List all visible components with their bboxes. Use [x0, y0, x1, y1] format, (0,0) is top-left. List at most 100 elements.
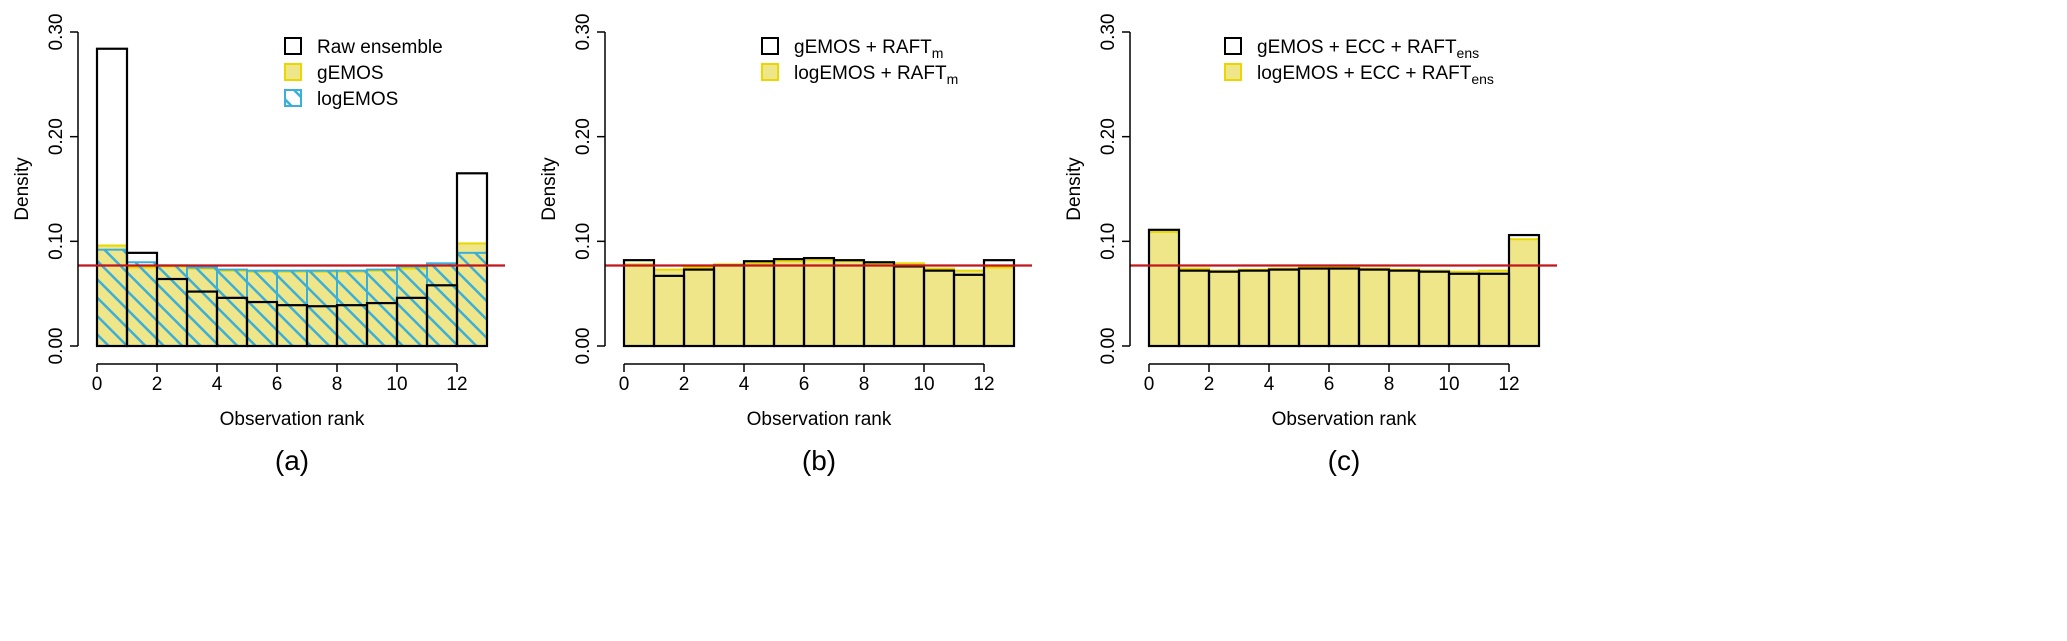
bar — [246, 269, 278, 348]
legend-swatch — [761, 63, 779, 81]
x-tick-label: 6 — [1324, 374, 1335, 395]
x-tick-label: 4 — [1264, 374, 1275, 395]
x-tick-label: 0 — [92, 374, 103, 395]
bar — [1478, 269, 1510, 348]
y-axis-label: Density — [1064, 157, 1085, 221]
x-tick-label: 0 — [619, 374, 630, 395]
bar — [983, 266, 1015, 347]
x-axis-label: Observation rank — [747, 409, 892, 430]
bar — [683, 266, 715, 347]
bar — [126, 261, 158, 347]
bar — [653, 268, 685, 347]
bar — [1298, 266, 1330, 347]
legend-label: gEMOS + RAFTm — [794, 37, 943, 61]
x-tick-label: 12 — [973, 374, 994, 395]
bar — [216, 268, 248, 347]
legend-label-subscript: m — [932, 45, 944, 61]
bar — [923, 267, 955, 347]
bar — [156, 264, 188, 348]
legend-label-text: logEMOS + ECC + RAFT — [1257, 63, 1472, 84]
bar — [455, 172, 489, 348]
y-tick-label: 0.00 — [1098, 328, 1119, 365]
x-tick-label: 2 — [1204, 374, 1215, 395]
x-tick-label: 2 — [679, 374, 690, 395]
bar — [1418, 269, 1450, 348]
bar — [366, 268, 398, 347]
x-tick-label: 8 — [332, 374, 343, 395]
legend-label-text: Raw ensemble — [317, 37, 443, 58]
legend-swatch — [284, 63, 302, 81]
legend-swatch — [284, 89, 302, 107]
x-tick-label: 6 — [799, 374, 810, 395]
x-axis-label: Observation rank — [220, 409, 365, 430]
panel-caption: (c) — [1328, 445, 1361, 476]
legend-swatch — [1224, 63, 1242, 81]
x-tick-label: 2 — [152, 374, 163, 395]
legend-label: logEMOS + RAFTm — [794, 63, 958, 87]
legend-label: logEMOS — [317, 89, 398, 110]
bar — [396, 265, 428, 348]
bar — [456, 251, 488, 347]
y-axis-label: Density — [12, 157, 33, 221]
y-tick-label: 0.00 — [46, 328, 67, 365]
y-tick-label: 0.10 — [573, 223, 594, 260]
legend-label-text: gEMOS + ECC + RAFT — [1257, 37, 1457, 58]
x-tick-label: 4 — [212, 374, 223, 395]
legend-label-text: logEMOS + RAFT — [794, 63, 947, 84]
y-tick-label: 0.30 — [1098, 14, 1119, 51]
legend-label-subscript: ens — [1471, 71, 1494, 87]
series-logemos-raft — [623, 259, 1015, 348]
bar — [276, 269, 308, 348]
x-tick-label: 12 — [1498, 374, 1519, 395]
legend-label-text: gEMOS + RAFT — [794, 37, 932, 58]
y-tick-label: 0.10 — [46, 223, 67, 260]
bar — [1388, 268, 1420, 347]
bar — [1328, 266, 1360, 347]
bar — [863, 262, 895, 347]
series-gemos-ecc-raft — [1147, 228, 1541, 348]
bar — [982, 259, 1016, 348]
legend-label: gEMOS — [317, 63, 384, 84]
panel-c: 0.00 0.10 0.20 0.30 Density 0 2 4 6 8 10 12 Observat… — [1064, 14, 1557, 476]
legend-label-subscript: ens — [1457, 45, 1480, 61]
x-tick-label: 10 — [386, 374, 407, 395]
bar — [306, 269, 338, 348]
bar — [1268, 267, 1300, 347]
bar — [336, 269, 368, 348]
bar — [953, 269, 985, 348]
y-tick-label: 0.20 — [1098, 118, 1119, 155]
panel-caption: (a) — [275, 445, 309, 476]
x-tick-label: 8 — [1384, 374, 1395, 395]
y-tick-label: 0.20 — [46, 118, 67, 155]
panel-b: 0.00 0.10 0.20 0.30 Density 0 2 4 6 8 10 12 Observat… — [539, 14, 1032, 476]
bar — [773, 260, 805, 347]
legend-label: Raw ensemble — [317, 37, 443, 58]
bar — [1507, 233, 1541, 348]
legend-label: logEMOS + ECC + RAFTens — [1257, 63, 1494, 87]
bar — [893, 262, 925, 347]
bar — [833, 260, 865, 347]
x-tick-label: 6 — [272, 374, 283, 395]
legend-swatch — [284, 37, 302, 55]
x-tick-label: 8 — [859, 374, 870, 395]
x-tick-label: 12 — [446, 374, 467, 395]
series-logemos — [96, 248, 488, 348]
y-tick-label: 0.20 — [573, 118, 594, 155]
y-tick-label: 0.30 — [46, 14, 67, 51]
bar — [1358, 267, 1390, 347]
panel-caption: (b) — [802, 445, 836, 476]
bar — [1178, 267, 1210, 347]
bar — [96, 248, 128, 347]
bar — [743, 262, 775, 347]
x-tick-label: 10 — [1438, 374, 1459, 395]
bar — [426, 262, 458, 347]
legend-swatch — [761, 37, 779, 55]
x-axis-label: Observation rank — [1272, 409, 1417, 430]
x-tick-label: 4 — [739, 374, 750, 395]
y-tick-label: 0.00 — [573, 328, 594, 365]
bar — [95, 47, 129, 348]
bar — [1208, 269, 1240, 348]
